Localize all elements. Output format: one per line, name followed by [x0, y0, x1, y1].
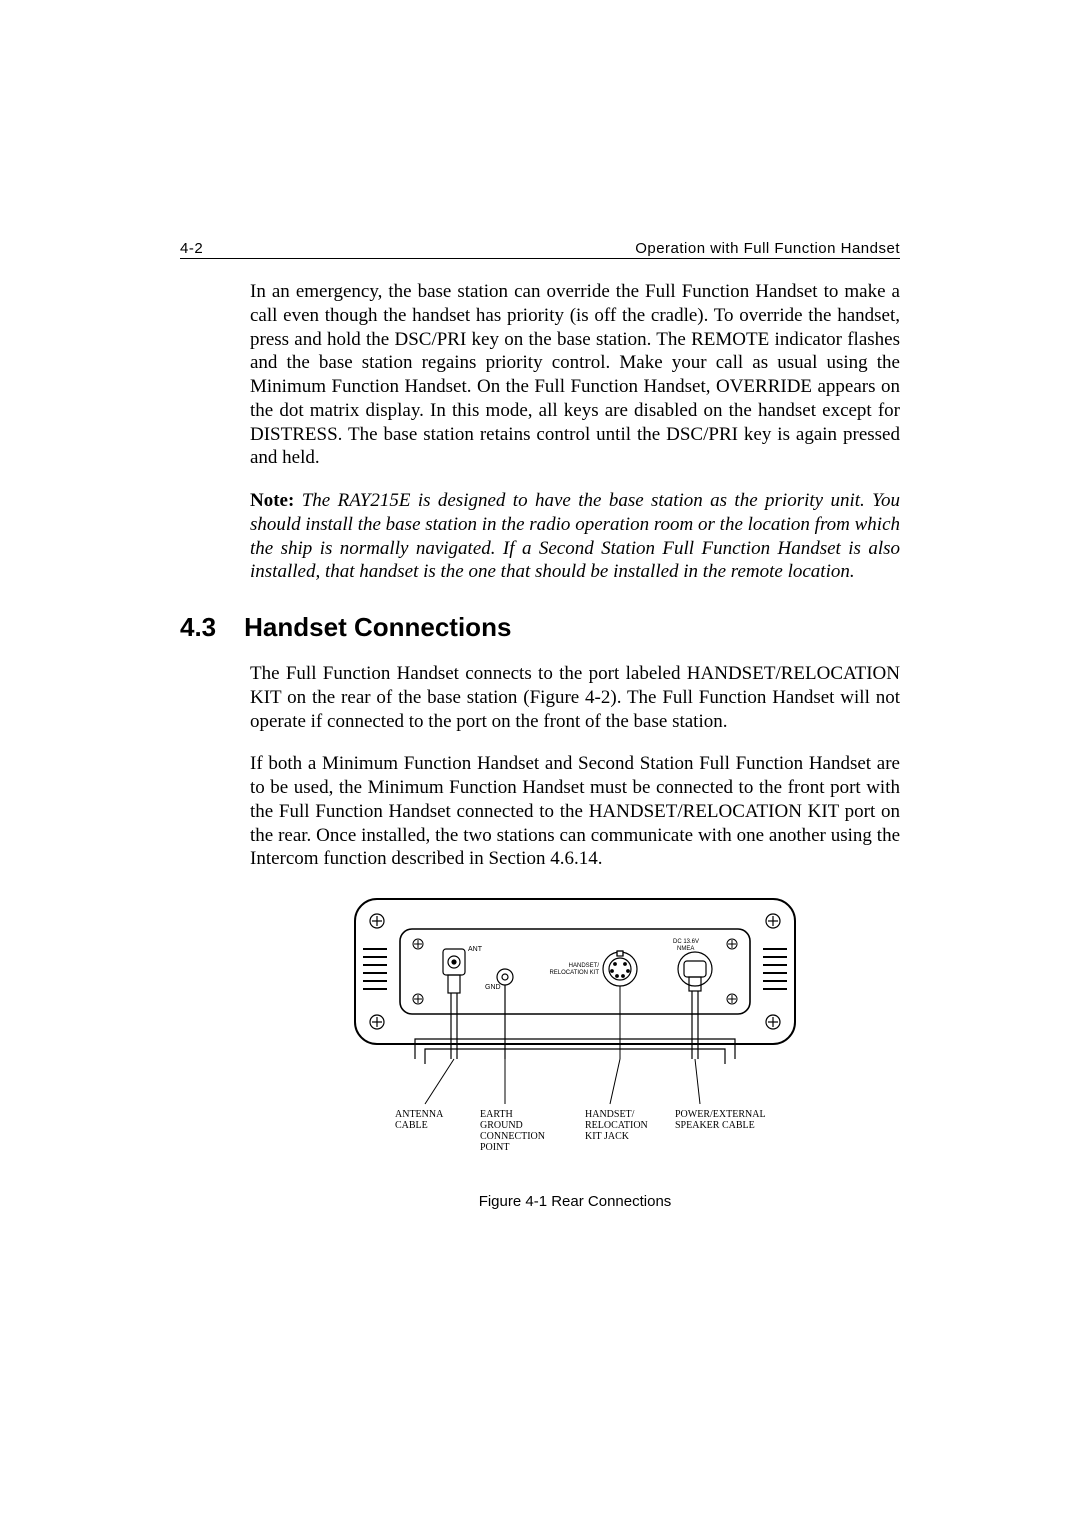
- rear-connections-diagram: ANT GND: [325, 889, 825, 1179]
- running-header: 4-2 Operation with Full Function Handset: [180, 240, 900, 257]
- label-dc-2: NMEA: [677, 946, 694, 952]
- running-title: Operation with Full Function Handset: [635, 240, 900, 257]
- callout-text: ANTENNA: [395, 1109, 444, 1120]
- callout-text: CONNECTION: [480, 1131, 545, 1142]
- body-content: In an emergency, the base station can ov…: [250, 280, 900, 1210]
- callout-text: CABLE: [395, 1120, 428, 1131]
- callout-text: RELOCATION: [585, 1120, 648, 1131]
- paragraph-override: In an emergency, the base station can ov…: [250, 280, 900, 470]
- label-ant: ANT: [468, 946, 483, 953]
- figure-caption: Figure 4-1 Rear Connections: [479, 1193, 672, 1210]
- callout-text: SPEAKER CABLE: [675, 1120, 755, 1131]
- label-handset-1: HANDSET/: [569, 963, 600, 969]
- figure-rear-connections: ANT GND: [250, 889, 900, 1210]
- page-number: 4-2: [180, 240, 203, 257]
- callout-text: EARTH: [480, 1109, 513, 1120]
- section-heading: 4.3 Handset Connections: [180, 612, 900, 643]
- paragraph-connection-2: If both a Minimum Function Handset and S…: [250, 752, 900, 871]
- note-paragraph: Note: The RAY215E is designed to have th…: [250, 489, 900, 584]
- callout-text: KIT JACK: [585, 1131, 630, 1142]
- callout-text: GROUND: [480, 1120, 523, 1131]
- section-number: 4.3: [180, 612, 216, 643]
- paragraph-connection-1: The Full Function Handset connects to th…: [250, 662, 900, 733]
- callout-text: POWER/EXTERNAL: [675, 1109, 766, 1120]
- label-gnd: GND: [485, 984, 501, 991]
- label-dc-1: DC 13.6V: [673, 939, 699, 945]
- note-label: Note:: [250, 490, 302, 511]
- header-rule: [180, 258, 900, 259]
- section-title: Handset Connections: [244, 612, 511, 643]
- callout-text: HANDSET/: [585, 1109, 635, 1120]
- callout-text: POINT: [480, 1142, 509, 1153]
- note-text: The RAY215E is designed to have the base…: [250, 490, 900, 582]
- label-handset-2: RELOCATION KIT: [549, 970, 599, 976]
- page: 4-2 Operation with Full Function Handset…: [0, 0, 1080, 1528]
